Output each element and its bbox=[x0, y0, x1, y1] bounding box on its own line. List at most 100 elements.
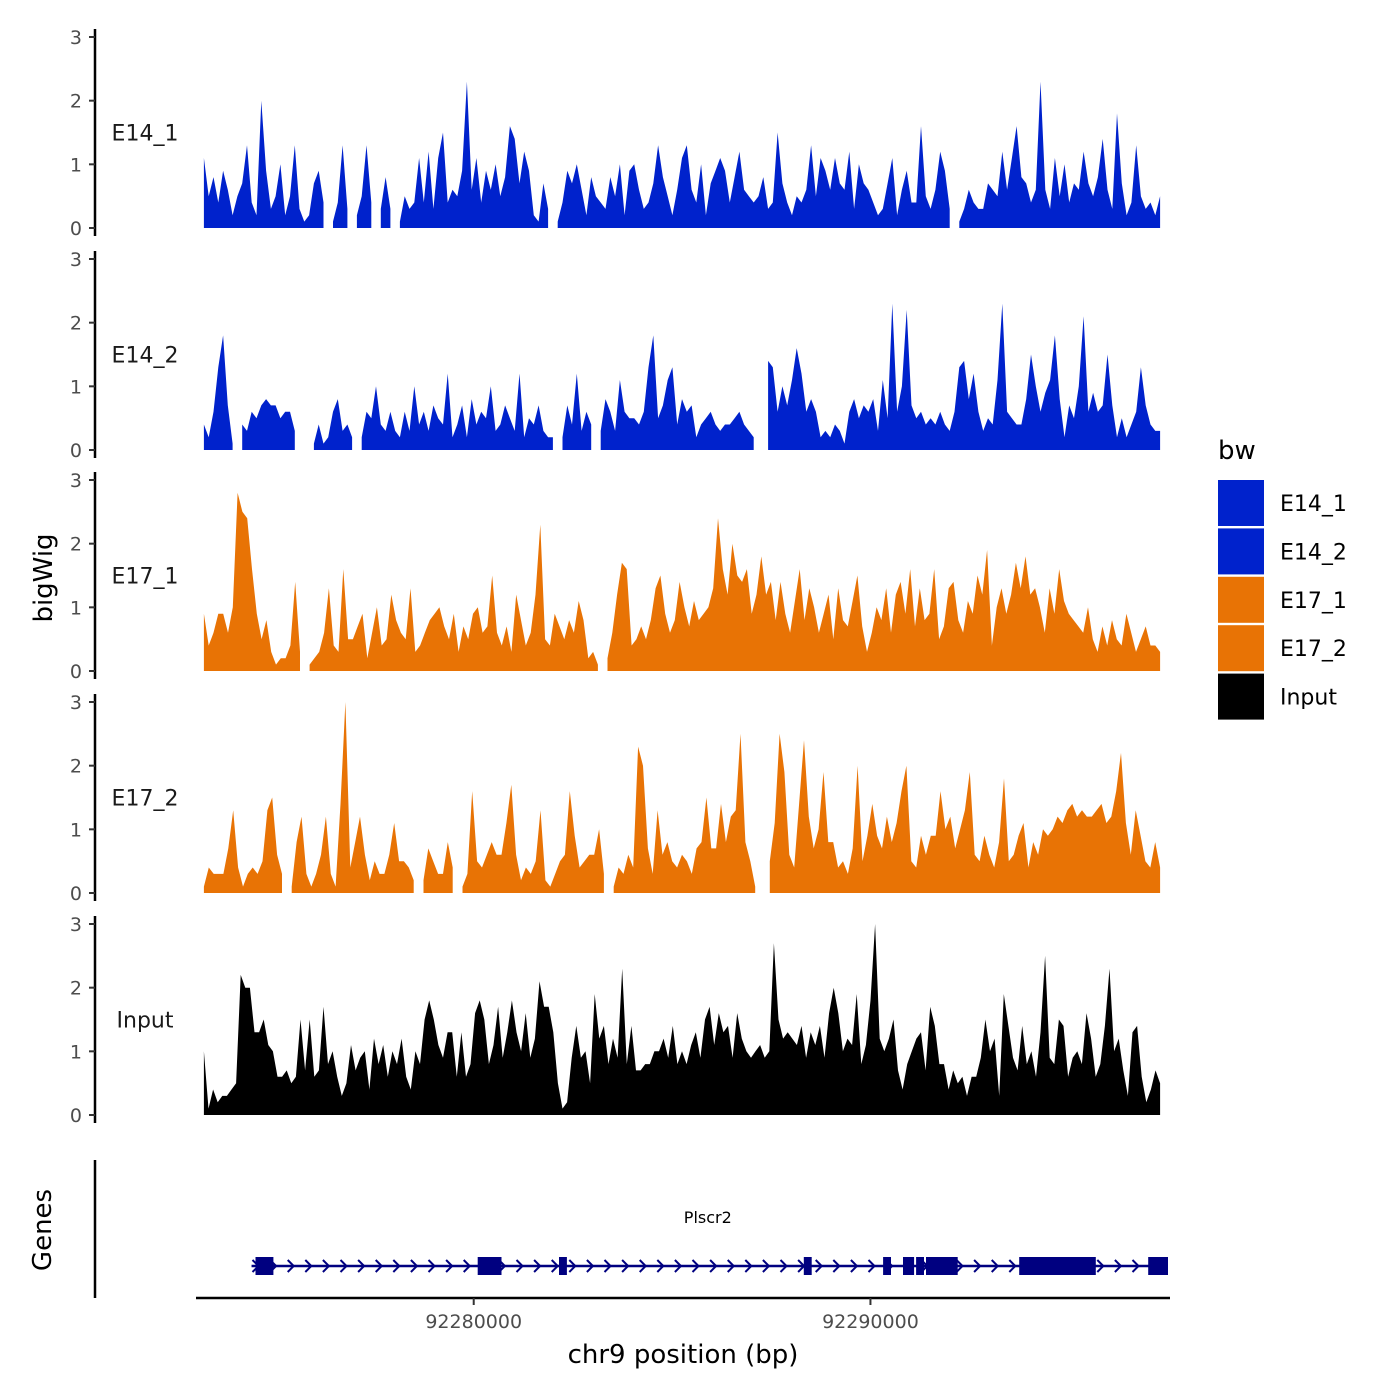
y-tick-label-e14-1-1: 1 bbox=[70, 154, 82, 176]
strand-arrow-33 bbox=[832, 1259, 841, 1273]
area-input-segment-0 bbox=[203, 924, 1161, 1115]
track-label-e17-1: E17_1 bbox=[112, 565, 179, 590]
track-input: 0 1 2 3 Input bbox=[70, 914, 1161, 1127]
strand-arrow-16 bbox=[533, 1259, 542, 1273]
legend-key-e14-1 bbox=[1218, 480, 1264, 526]
area-e14-2-segment-1 bbox=[242, 399, 295, 450]
y-tick-label-input-1: 1 bbox=[70, 1041, 82, 1063]
strand-arrow-41 bbox=[973, 1259, 982, 1273]
area-e14-2-segment-3 bbox=[361, 373, 553, 450]
strand-arrow-19 bbox=[586, 1259, 595, 1273]
strand-arrow-23 bbox=[656, 1259, 665, 1273]
strand-arrow-4 bbox=[322, 1259, 331, 1273]
track-e14-2: 0 1 2 3 E14_2 bbox=[70, 249, 1161, 462]
strand-arrow-25 bbox=[691, 1259, 700, 1273]
area-e14-2-segment-6 bbox=[768, 303, 1161, 450]
exon-10 bbox=[1148, 1257, 1168, 1275]
area-e14-1-segment-3 bbox=[380, 177, 391, 228]
strand-arrow-5 bbox=[339, 1259, 348, 1273]
area-e14-1-segment-2 bbox=[356, 145, 372, 228]
y-tick-label-e17-2-1: 1 bbox=[70, 819, 82, 841]
legend-label-e14-1: E14_1 bbox=[1280, 492, 1347, 517]
legend-label-e17-1: E17_1 bbox=[1280, 589, 1347, 614]
track-e17-1: 0 1 2 3 E17_1 bbox=[70, 470, 1161, 683]
x-axis-title: chr9 position (bp) bbox=[568, 1340, 799, 1370]
area-e17-1-segment-2 bbox=[607, 518, 1161, 671]
track-e14-1: 0 1 2 3 E14_1 bbox=[70, 27, 1161, 240]
exon-3 bbox=[803, 1257, 812, 1275]
legend-label-e14-2: E14_2 bbox=[1280, 540, 1347, 565]
strand-arrow-40 bbox=[955, 1259, 964, 1273]
area-e14-2-segment-5 bbox=[600, 335, 754, 450]
area-e17-2-segment-2 bbox=[423, 842, 453, 893]
y-tick-label-e17-1-0: 0 bbox=[70, 661, 82, 683]
legend-label-e17-2: E17_2 bbox=[1280, 637, 1347, 662]
strand-arrow-42 bbox=[990, 1259, 1000, 1273]
strand-arrow-28 bbox=[744, 1259, 753, 1273]
strand-arrow-35 bbox=[867, 1259, 876, 1273]
strand-arrow-11 bbox=[445, 1259, 454, 1273]
strand-arrow-24 bbox=[674, 1259, 683, 1273]
strand-arrow-29 bbox=[762, 1259, 771, 1273]
track-label-e17-2: E17_2 bbox=[112, 787, 179, 812]
area-e14-1-segment-0 bbox=[203, 100, 324, 228]
exon-4 bbox=[883, 1257, 891, 1275]
strand-arrow-2 bbox=[286, 1259, 296, 1273]
y-tick-label-e17-2-0: 0 bbox=[70, 883, 82, 905]
y-tick-label-e17-2-3: 3 bbox=[70, 692, 82, 714]
y-tick-label-input-3: 3 bbox=[70, 914, 82, 936]
track-label-e14-1: E14_1 bbox=[112, 122, 179, 147]
y-tick-label-e14-1-2: 2 bbox=[70, 91, 82, 113]
y-tick-label-e14-2-2: 2 bbox=[70, 313, 82, 335]
area-e14-1-segment-4 bbox=[399, 81, 549, 228]
area-e17-2-segment-5 bbox=[769, 733, 1161, 893]
x-tick-label-1: 92290000 bbox=[822, 1311, 919, 1333]
legend-key-e17-2 bbox=[1218, 625, 1264, 672]
legend: bw E14_1 E14_2 E17_1 E17_2 Input bbox=[1218, 436, 1347, 720]
y-tick-label-e17-1-3: 3 bbox=[70, 470, 82, 492]
y-axis-title: bigWig bbox=[29, 533, 59, 622]
strand-arrow-30 bbox=[779, 1259, 788, 1273]
strand-arrow-32 bbox=[814, 1259, 824, 1273]
strand-arrow-34 bbox=[850, 1259, 859, 1273]
exon-5 bbox=[903, 1257, 915, 1275]
exon-7 bbox=[926, 1257, 958, 1275]
strand-arrow-20 bbox=[603, 1259, 612, 1273]
y-tick-label-input-0: 0 bbox=[70, 1105, 82, 1127]
legend-key-e17-1 bbox=[1218, 576, 1264, 623]
y-tick-label-e17-1-2: 2 bbox=[70, 534, 82, 556]
exon-2 bbox=[559, 1257, 567, 1275]
strand-arrow-6 bbox=[357, 1259, 366, 1273]
strand-arrow-27 bbox=[726, 1259, 736, 1273]
track-label-input: Input bbox=[117, 1009, 174, 1034]
y-tick-label-e17-2-2: 2 bbox=[70, 756, 82, 778]
area-e14-1-segment-5 bbox=[557, 126, 950, 228]
legend-label-input: Input bbox=[1280, 686, 1337, 711]
legend-key-e14-2 bbox=[1218, 528, 1264, 575]
area-e17-2-segment-3 bbox=[462, 784, 604, 893]
strand-arrow-9 bbox=[410, 1259, 419, 1273]
y-tick-label-e14-2-0: 0 bbox=[70, 440, 82, 462]
strand-arrow-21 bbox=[621, 1259, 630, 1273]
area-e14-2-segment-4 bbox=[562, 373, 592, 450]
genes-track: Genes Plscr2 bbox=[28, 1160, 1168, 1298]
strand-arrow-3 bbox=[304, 1259, 313, 1273]
track-e17-2: 0 1 2 3 E17_2 bbox=[70, 692, 1161, 905]
strand-arrow-15 bbox=[515, 1259, 524, 1273]
strand-arrow-12 bbox=[462, 1259, 472, 1273]
y-tick-label-e14-2-3: 3 bbox=[70, 249, 82, 271]
y-tick-label-e17-1-1: 1 bbox=[70, 597, 82, 619]
exon-1 bbox=[477, 1257, 502, 1275]
area-e17-1-segment-0 bbox=[203, 492, 300, 671]
x-axis: 92280000 92290000 bbox=[196, 1296, 1170, 1333]
strand-arrow-18 bbox=[568, 1259, 577, 1273]
strand-arrow-7 bbox=[374, 1259, 384, 1273]
genes-track-label: Genes bbox=[28, 1189, 58, 1271]
gene-name-label: Plscr2 bbox=[684, 1208, 732, 1227]
area-e14-2-segment-0 bbox=[203, 335, 233, 450]
strand-arrow-26 bbox=[709, 1259, 718, 1273]
area-e17-2-segment-0 bbox=[203, 797, 282, 893]
area-e17-1-segment-1 bbox=[309, 524, 598, 671]
strand-arrow-22 bbox=[638, 1259, 648, 1273]
track-panels: 0 1 2 3 E14_1 0 1 2 3 E14_2 0 1 2 3 E17_1 0 1 2 3 E17_2 0 1 2 3… bbox=[70, 27, 1161, 1127]
